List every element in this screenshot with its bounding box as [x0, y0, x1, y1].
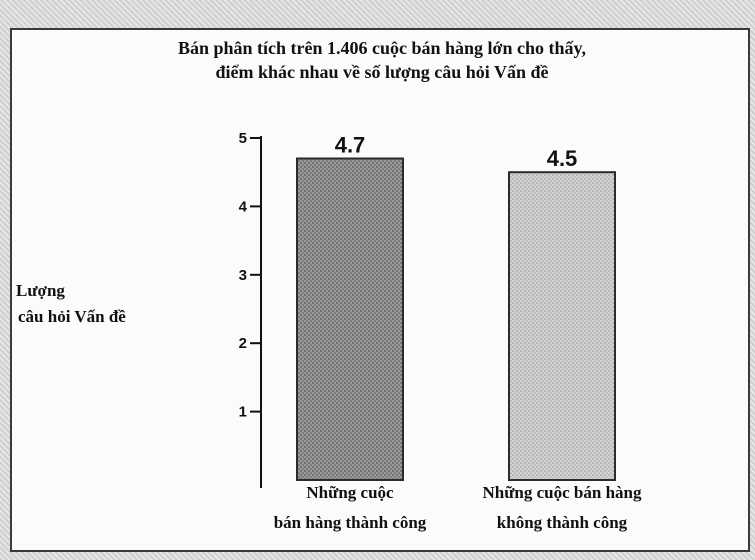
y-tick-label-5: 5: [239, 130, 247, 147]
bar-2: [508, 171, 616, 481]
y-tick-label-4: 4: [239, 198, 248, 215]
y-tick-label-2: 2: [239, 335, 247, 352]
bar-value-label-1: 4.7: [335, 133, 366, 158]
bar-1: [296, 157, 404, 482]
y-tick-label-1: 1: [239, 404, 247, 421]
category-label-1-line-1: Những cuộc: [306, 483, 394, 502]
category-label-1-line-2: bán hàng thành công: [274, 513, 427, 532]
bar-chart: 1 2 3 4 5 4.7 Những cuộc bán hàng thành công 4.…: [239, 130, 642, 532]
chart-title-line-1: Bán phân tích trên 1.406 cuộc bán hàng l…: [177, 38, 587, 58]
category-label-2-line-1: Những cuộc bán hàng: [482, 483, 642, 502]
chart-frame: Bán phân tích trên 1.406 cuộc bán hàng l…: [10, 28, 750, 552]
y-axis-label-line-2: câu hỏi Vấn đề: [18, 307, 126, 326]
chart-title-line-2: điểm khác nhau về số lượng câu hỏi Vấn đ…: [215, 62, 549, 82]
y-tick-label-3: 3: [239, 267, 247, 284]
chart-title: Bán phân tích trên 1.406 cuộc bán hàng l…: [12, 36, 752, 84]
bar-value-label-2: 4.5: [547, 146, 578, 171]
y-axis-label-line-1: Lượng: [16, 281, 65, 300]
category-label-2-line-2: không thành công: [497, 513, 628, 532]
y-axis-label: Lượng câu hỏi Vấn đề: [16, 278, 186, 330]
